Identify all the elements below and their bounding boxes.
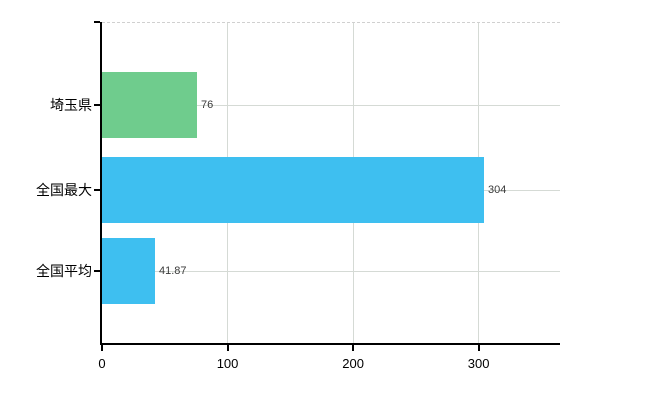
y-axis-tick: [94, 189, 100, 191]
x-tick-label: 200: [342, 356, 364, 371]
plot-top-border: [102, 22, 560, 23]
horizontal-gridline: [102, 270, 560, 272]
bar[interactable]: [102, 238, 155, 304]
x-axis: [100, 343, 560, 345]
bar[interactable]: [102, 72, 197, 138]
y-axis: [100, 22, 102, 345]
x-tick-label: 100: [216, 356, 239, 371]
x-tick-label: 0: [98, 356, 106, 371]
x-axis-tick: [226, 345, 229, 351]
category-label: 全国最大: [36, 182, 92, 198]
bar[interactable]: [102, 157, 484, 223]
bar-value-label: 41.87: [159, 265, 187, 277]
bar-value-label: 304: [488, 184, 507, 196]
x-axis-tick: [352, 345, 355, 351]
x-tick-label: 300: [467, 356, 490, 371]
x-axis-tick: [477, 345, 480, 351]
x-axis-tick: [101, 345, 103, 351]
y-axis-tick: [94, 104, 100, 106]
bar-value-label: 76: [201, 99, 214, 111]
y-axis-tick: [94, 270, 100, 272]
y-axis-tick: [94, 21, 100, 23]
category-label: 全国平均: [36, 263, 92, 279]
category-label: 埼玉県: [50, 97, 92, 113]
horizontal-gridline: [102, 104, 560, 106]
